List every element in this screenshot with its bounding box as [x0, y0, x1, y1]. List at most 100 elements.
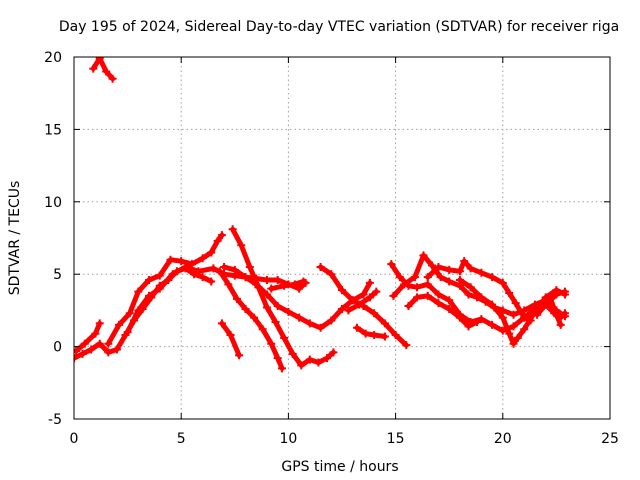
data-point — [95, 319, 104, 328]
data-point — [217, 319, 226, 328]
y-tick-label: 5 — [53, 267, 62, 283]
data-point — [338, 286, 346, 295]
data-point — [434, 262, 443, 271]
data-point — [329, 348, 338, 357]
data-point — [134, 306, 143, 315]
y-tick-label: 15 — [44, 122, 62, 138]
data-point — [194, 267, 203, 276]
data-point — [445, 277, 454, 286]
data-point — [353, 323, 362, 332]
data-point — [488, 300, 497, 309]
data-point — [87, 345, 96, 354]
data-point — [505, 329, 514, 338]
series-trace-13 — [353, 323, 389, 341]
data-point — [271, 317, 280, 326]
data-point — [464, 290, 473, 299]
data-point — [498, 278, 507, 287]
data-point — [545, 293, 554, 302]
data-point — [209, 264, 218, 273]
chart-title: Day 195 of 2024, Sidereal Day-to-day VTE… — [59, 19, 619, 35]
data-point — [327, 270, 336, 279]
data-point — [305, 355, 314, 364]
series-line — [74, 320, 103, 354]
data-point — [241, 273, 250, 282]
data-point — [237, 241, 246, 250]
data-point — [400, 280, 409, 289]
data-point — [513, 333, 522, 342]
x-axis-label: GPS time / hours — [281, 459, 398, 475]
series-trace-6 — [215, 267, 286, 373]
data-point — [226, 331, 235, 340]
series-trace-1 — [89, 57, 117, 83]
data-point — [370, 331, 379, 340]
data-point — [391, 331, 400, 340]
data-point — [207, 277, 216, 286]
data-point — [477, 293, 486, 302]
data-point — [258, 325, 267, 334]
data-point — [348, 296, 357, 305]
data-point — [455, 313, 464, 322]
data-point — [207, 248, 216, 257]
series-line — [230, 226, 336, 368]
y-axis-label: SDTVAR / TECUs — [7, 181, 23, 296]
data-point — [134, 287, 143, 296]
data-point — [155, 284, 164, 293]
data-point — [509, 322, 518, 331]
data-point — [166, 255, 175, 264]
data-point — [365, 293, 374, 302]
data-point — [322, 354, 331, 363]
data-point — [387, 260, 396, 269]
data-point — [299, 277, 308, 286]
data-point — [505, 289, 514, 298]
data-point — [533, 310, 542, 319]
series-line — [219, 320, 242, 358]
data-point — [338, 304, 346, 313]
data-point — [520, 325, 529, 334]
data-point — [380, 319, 389, 328]
data-point — [552, 286, 561, 295]
data-point — [395, 273, 404, 282]
data-point — [423, 273, 432, 282]
data-point — [477, 315, 486, 324]
x-tick-label: 10 — [279, 431, 297, 447]
data-point — [284, 307, 293, 316]
data-point — [410, 273, 419, 282]
data-point — [316, 323, 325, 332]
x-tick-label: 20 — [494, 431, 512, 447]
data-point — [273, 354, 282, 363]
x-tick-label: 25 — [601, 431, 619, 447]
data-point — [267, 339, 276, 348]
data-point — [95, 57, 104, 63]
data-point — [511, 299, 520, 308]
data-point — [327, 316, 336, 325]
series-trace-9 — [217, 319, 244, 360]
y-tick-label: 20 — [44, 50, 62, 66]
data-point — [220, 262, 229, 271]
data-point — [560, 290, 569, 299]
data-point — [359, 290, 368, 299]
y-tick-label: 10 — [44, 195, 62, 211]
data-point — [213, 236, 222, 245]
data-point — [428, 261, 437, 270]
data-point — [370, 309, 379, 318]
data-point — [267, 284, 276, 293]
series-line — [406, 293, 480, 329]
data-point — [404, 302, 413, 311]
data-point — [224, 280, 233, 289]
data-point — [89, 64, 98, 73]
data-point — [155, 271, 164, 280]
data-point — [380, 332, 389, 341]
data-point — [115, 320, 124, 329]
series-line — [74, 265, 214, 361]
series-trace-16 — [404, 291, 482, 331]
data-point — [277, 364, 286, 373]
data-point — [181, 262, 190, 271]
data-point — [419, 251, 428, 260]
data-point — [262, 290, 271, 299]
data-point — [423, 291, 432, 300]
data-point — [520, 313, 529, 322]
series-trace-4 — [104, 231, 226, 348]
data-point — [74, 346, 81, 355]
data-point — [123, 328, 132, 337]
